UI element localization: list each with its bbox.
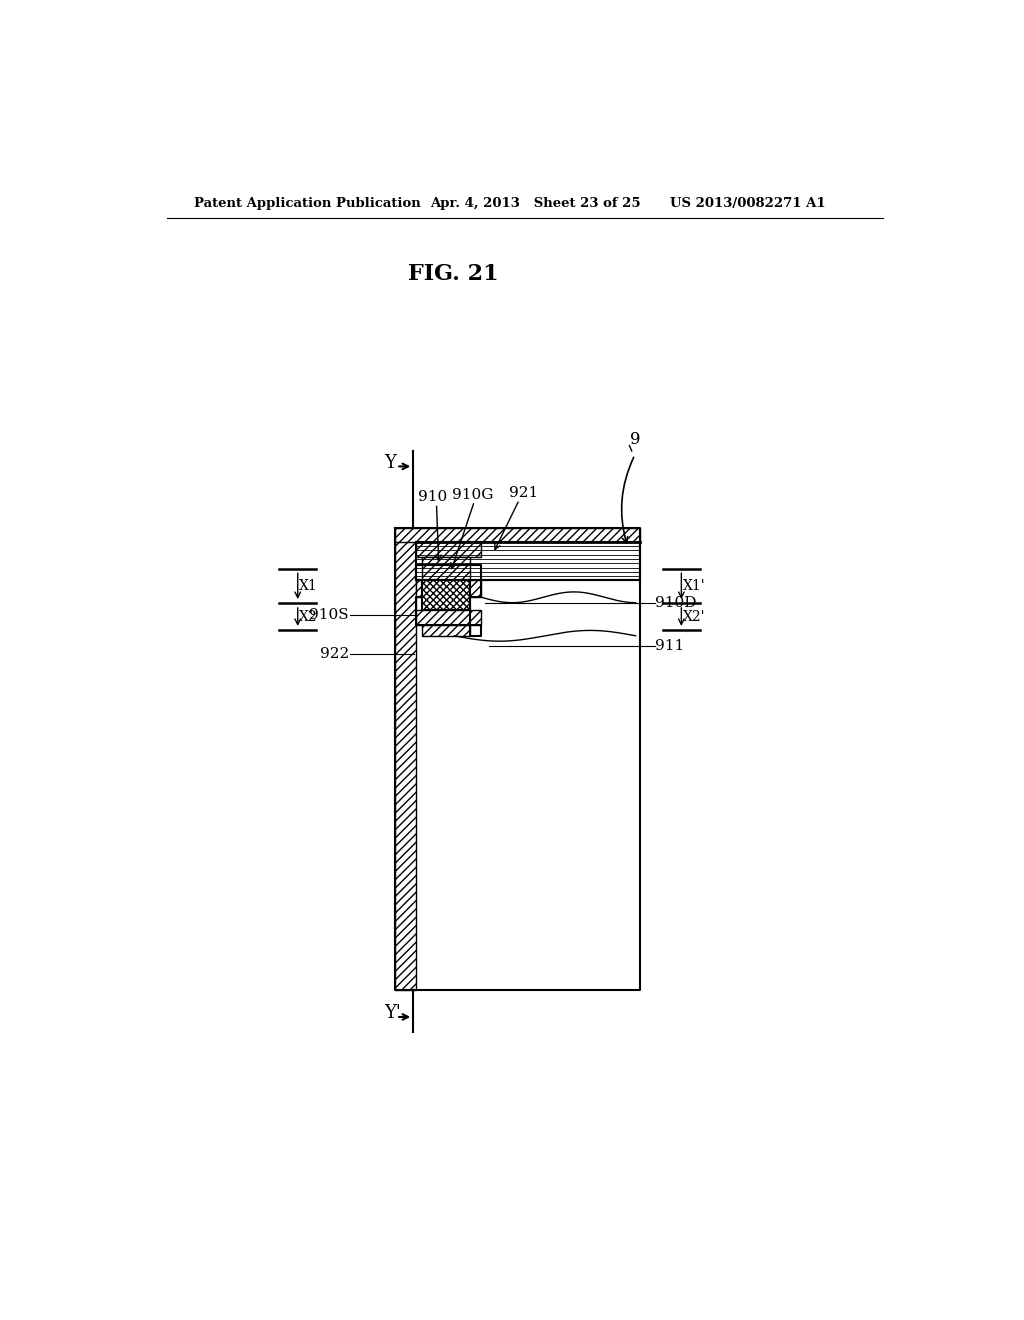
Text: FIG. 21: FIG. 21 [409, 263, 499, 285]
Text: 910G: 910G [453, 488, 494, 502]
Text: 910D: 910D [655, 597, 696, 610]
Text: Y': Y' [384, 1005, 400, 1022]
Bar [422, 557, 470, 581]
Text: Y: Y [384, 454, 395, 471]
Bar [395, 528, 640, 541]
Text: 9: 9 [630, 430, 640, 447]
Text: Patent Application Publication: Patent Application Publication [194, 197, 421, 210]
Text: 922: 922 [319, 647, 349, 660]
Text: X2: X2 [299, 610, 317, 624]
Bar [416, 581, 481, 597]
Text: X2': X2' [683, 610, 706, 624]
Bar [422, 626, 470, 636]
Text: 910: 910 [418, 490, 447, 504]
Text: 910S: 910S [309, 609, 349, 622]
Text: Apr. 4, 2013   Sheet 23 of 25: Apr. 4, 2013 Sheet 23 of 25 [430, 197, 641, 210]
Text: X1': X1' [683, 579, 706, 593]
Bar [416, 543, 481, 557]
Text: 921: 921 [509, 486, 538, 500]
Bar [416, 543, 640, 581]
Text: X1: X1 [299, 579, 318, 593]
Text: US 2013/0082271 A1: US 2013/0082271 A1 [671, 197, 826, 210]
Bar [395, 528, 416, 990]
Bar [422, 581, 470, 610]
Text: 911: 911 [655, 639, 684, 653]
Bar [416, 610, 481, 626]
